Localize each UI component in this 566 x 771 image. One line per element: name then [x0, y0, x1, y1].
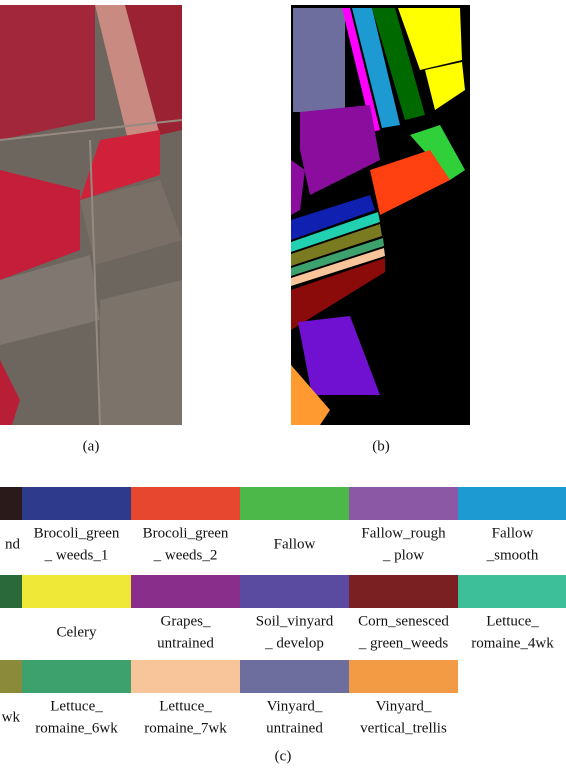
legend-label: Lettuce_	[159, 698, 212, 714]
legend-label: _ plow	[382, 547, 424, 563]
legend-label: romaine_6wk	[35, 720, 118, 736]
legend: nd Brocoli_green _ weeds_1 Brocoli_green _ w…	[0, 487, 566, 736]
legend-swatch	[240, 575, 349, 608]
legend-label: Lettuce_	[50, 698, 103, 714]
legend-label: Fallow_rough	[361, 525, 446, 541]
legend-label: _ develop	[264, 635, 324, 651]
legend-swatch	[22, 660, 131, 693]
legend-swatch	[349, 660, 458, 693]
legend-swatch	[458, 487, 566, 520]
legend-swatch	[22, 575, 131, 608]
legend-swatch	[131, 487, 240, 520]
legend-swatch	[0, 660, 22, 693]
legend-label: romaine_4wk	[471, 635, 554, 651]
legend-label: _ weeds_1	[44, 547, 109, 563]
legend-swatch	[349, 575, 458, 608]
image-a	[0, 5, 182, 425]
legend-label: untrained	[266, 720, 323, 736]
figure: (a) (b) nd Brocoli_green _ weeds_1 Brocoli_…	[0, 0, 566, 771]
legend-label: Fallow	[492, 525, 534, 541]
legend-swatch	[240, 487, 349, 520]
legend-swatch	[131, 660, 240, 693]
legend-label: _ green_weeds	[358, 635, 449, 651]
legend-swatch	[240, 660, 349, 693]
legend-label: Brocoli_green	[143, 525, 229, 541]
legend-label: nd	[5, 536, 21, 552]
legend-label: Lettuce_	[486, 613, 539, 629]
legend-swatch	[22, 487, 131, 520]
legend-label: Grapes_	[161, 613, 211, 629]
legend-label: Vinyard_	[267, 698, 323, 714]
legend-label: Vinyard_	[376, 698, 432, 714]
legend-label: Corn_senesced	[358, 613, 449, 629]
legend-label: Brocoli_green	[34, 525, 120, 541]
legend-label: Soil_vinyard	[256, 613, 334, 629]
legend-swatch	[131, 575, 240, 608]
legend-swatch	[0, 575, 22, 608]
legend-label: untrained	[157, 635, 214, 651]
legend-swatch	[349, 487, 458, 520]
legend-label: Fallow	[274, 536, 316, 552]
legend-label: wk	[2, 709, 21, 725]
legend-label: _ weeds_2	[153, 547, 218, 563]
legend-label: vertical_trellis	[360, 720, 447, 736]
legend-swatch	[0, 487, 22, 520]
image-b	[291, 5, 470, 425]
caption: (c)	[275, 748, 292, 764]
caption: (b)	[372, 438, 390, 454]
legend-label: romaine_7wk	[144, 720, 227, 736]
legend-label: _smooth	[486, 547, 539, 563]
legend-label: Celery	[57, 624, 97, 640]
legend-swatch	[458, 575, 566, 608]
caption: (a)	[83, 438, 100, 454]
